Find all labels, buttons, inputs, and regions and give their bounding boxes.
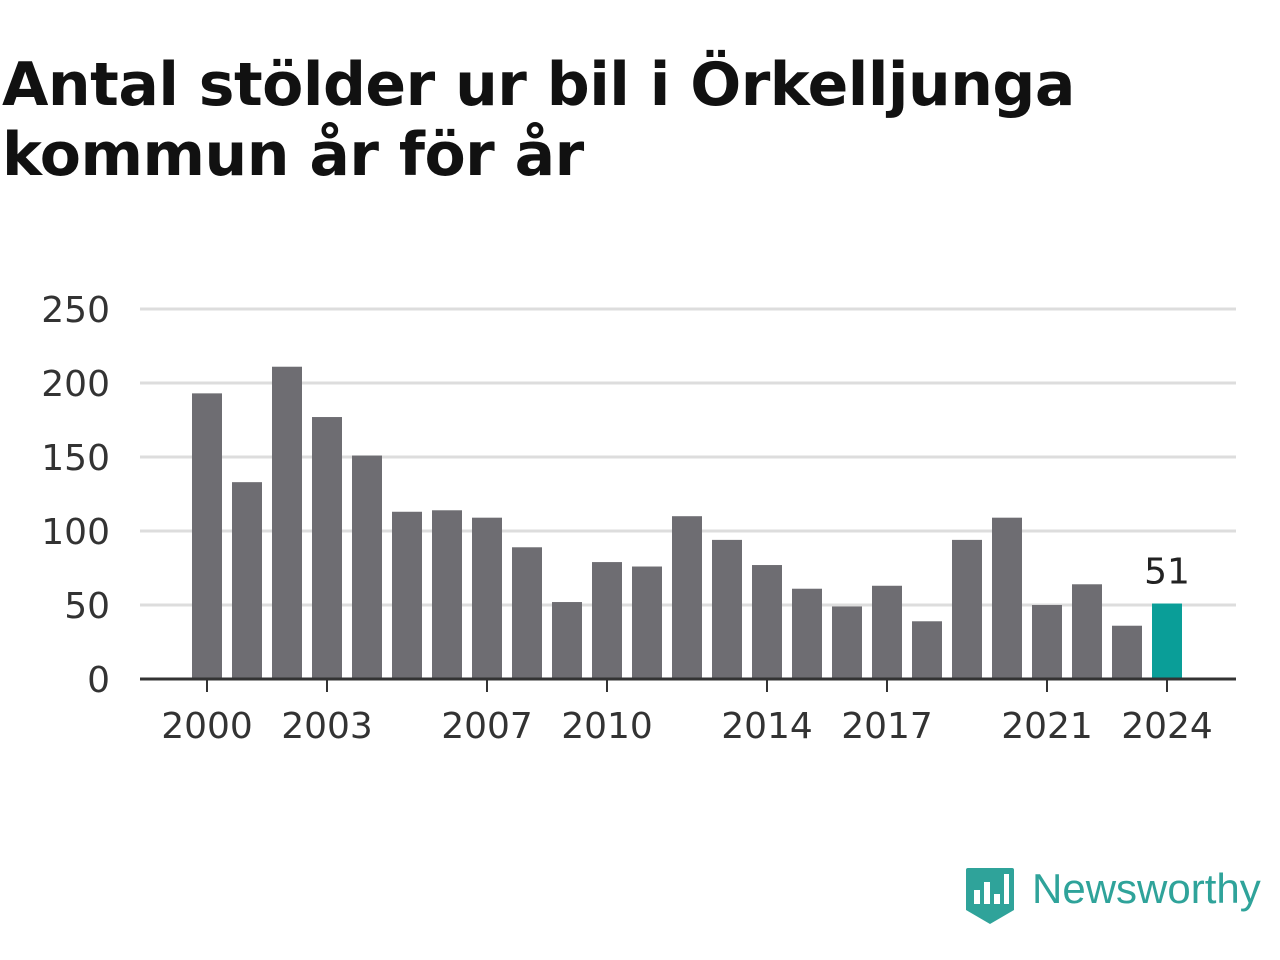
bar-2013 xyxy=(712,539,742,679)
highlight-value-label: 51 xyxy=(1144,552,1190,593)
bar-2000 xyxy=(192,393,222,679)
bar-2017 xyxy=(872,585,902,679)
x-tick-label: 2017 xyxy=(841,706,933,747)
bar-2018 xyxy=(912,621,942,679)
newsworthy-logo-icon xyxy=(966,868,1014,924)
bar-2012 xyxy=(672,516,702,679)
y-tick-label: 250 xyxy=(41,290,110,331)
bar-2021 xyxy=(1032,605,1062,679)
bar-2011 xyxy=(632,566,662,679)
x-tick-label: 2021 xyxy=(1001,706,1093,747)
y-tick-label: 100 xyxy=(41,512,110,553)
bar-2020 xyxy=(992,517,1022,679)
bar-2003 xyxy=(312,417,342,679)
bar-2015 xyxy=(792,588,822,679)
x-tick-label: 2010 xyxy=(561,706,653,747)
bar-2010 xyxy=(592,562,622,679)
y-tick-label: 50 xyxy=(64,586,110,627)
x-tick-label: 2024 xyxy=(1121,706,1213,747)
bars xyxy=(192,366,1182,679)
y-tick-label: 200 xyxy=(41,364,110,405)
bar-2019 xyxy=(952,539,982,679)
bar-2007 xyxy=(472,517,502,679)
y-tick-label: 150 xyxy=(41,438,110,479)
bar-2014 xyxy=(752,565,782,679)
chart-title: Antal stölder ur bil i Örkelljunga kommu… xyxy=(2,50,1075,190)
bar-2024 xyxy=(1152,603,1182,679)
y-tick-label: 0 xyxy=(87,660,110,701)
bar-2022 xyxy=(1072,584,1102,679)
x-axis: 2000 2003 2007 2010 2014 2017 2021 2024 xyxy=(140,677,1236,747)
bar-2004 xyxy=(352,455,382,679)
bar-2001 xyxy=(232,482,262,679)
bar-chart: 0 50 100 150 200 250 2000 2003 2007 2010 2014 2017… xyxy=(41,290,1236,747)
bar-2016 xyxy=(832,606,862,679)
x-tick-label: 2000 xyxy=(161,706,253,747)
bar-2009 xyxy=(552,602,582,679)
x-tick-label: 2007 xyxy=(441,706,533,747)
newsworthy-brand: Newsworthy xyxy=(964,866,1280,928)
bar-2002 xyxy=(272,366,302,679)
x-tick-label: 2014 xyxy=(721,706,813,747)
bar-2023 xyxy=(1112,625,1142,679)
bar-2005 xyxy=(392,511,422,679)
bar-2008 xyxy=(512,547,542,679)
x-tick-label: 2003 xyxy=(281,706,373,747)
brand-name: Newsworthy xyxy=(1032,865,1261,912)
y-axis-labels: 0 50 100 150 200 250 xyxy=(41,290,110,701)
annotations: 51 xyxy=(1144,552,1190,593)
bar-2006 xyxy=(432,510,462,679)
